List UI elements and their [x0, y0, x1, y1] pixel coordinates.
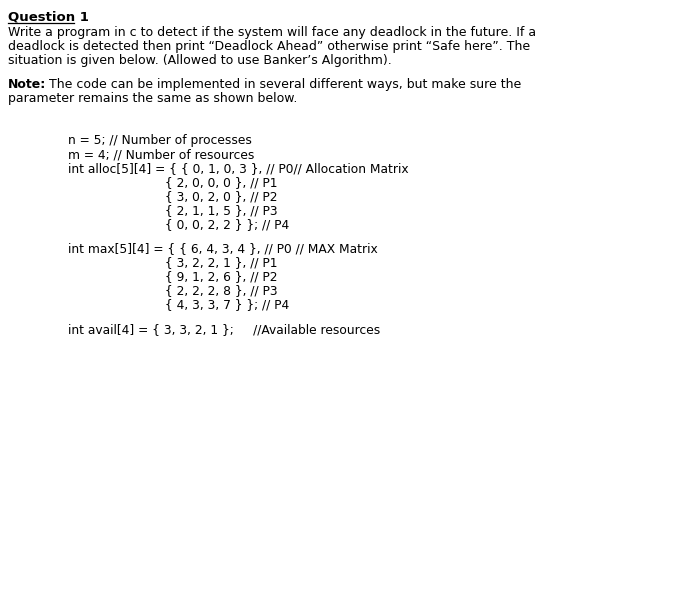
Text: { 3, 2, 2, 1 }, // P1: { 3, 2, 2, 1 }, // P1 [68, 257, 278, 270]
Text: int avail[4] = { 3, 3, 2, 1 };     //Available resources: int avail[4] = { 3, 3, 2, 1 }; //Availab… [68, 323, 380, 336]
Text: { 9, 1, 2, 6 }, // P2: { 9, 1, 2, 6 }, // P2 [68, 270, 278, 284]
Text: { 3, 0, 2, 0 }, // P2: { 3, 0, 2, 0 }, // P2 [68, 190, 278, 203]
Text: parameter remains the same as shown below.: parameter remains the same as shown belo… [8, 92, 297, 105]
Text: { 2, 1, 1, 5 }, // P3: { 2, 1, 1, 5 }, // P3 [68, 204, 278, 217]
Text: { 0, 0, 2, 2 } }; // P4: { 0, 0, 2, 2 } }; // P4 [68, 218, 289, 231]
Text: Note:: Note: [8, 78, 46, 91]
Text: The code can be implemented in several different ways, but make sure the: The code can be implemented in several d… [41, 78, 521, 91]
Text: situation is given below. (Allowed to use Banker’s Algorithm).: situation is given below. (Allowed to us… [8, 54, 392, 67]
Text: int alloc[5][4] = { { 0, 1, 0, 3 }, // P0// Allocation Matrix: int alloc[5][4] = { { 0, 1, 0, 3 }, // P… [68, 162, 408, 175]
Text: int max[5][4] = { { 6, 4, 3, 4 }, // P0 // MAX Matrix: int max[5][4] = { { 6, 4, 3, 4 }, // P0 … [68, 242, 378, 255]
Text: { 4, 3, 3, 7 } }; // P4: { 4, 3, 3, 7 } }; // P4 [68, 299, 289, 312]
Text: deadlock is detected then print “Deadlock Ahead” otherwise print “Safe here”. Th: deadlock is detected then print “Deadloc… [8, 40, 530, 53]
Text: m = 4; // Number of resources: m = 4; // Number of resources [68, 148, 254, 161]
Text: n = 5; // Number of processes: n = 5; // Number of processes [68, 134, 252, 147]
Text: { 2, 0, 0, 0 }, // P1: { 2, 0, 0, 0 }, // P1 [68, 176, 278, 189]
Text: { 2, 2, 2, 8 }, // P3: { 2, 2, 2, 8 }, // P3 [68, 284, 278, 297]
Text: Write a program in c to detect if the system will face any deadlock in the futur: Write a program in c to detect if the sy… [8, 26, 536, 39]
Text: Question 1: Question 1 [8, 10, 89, 23]
